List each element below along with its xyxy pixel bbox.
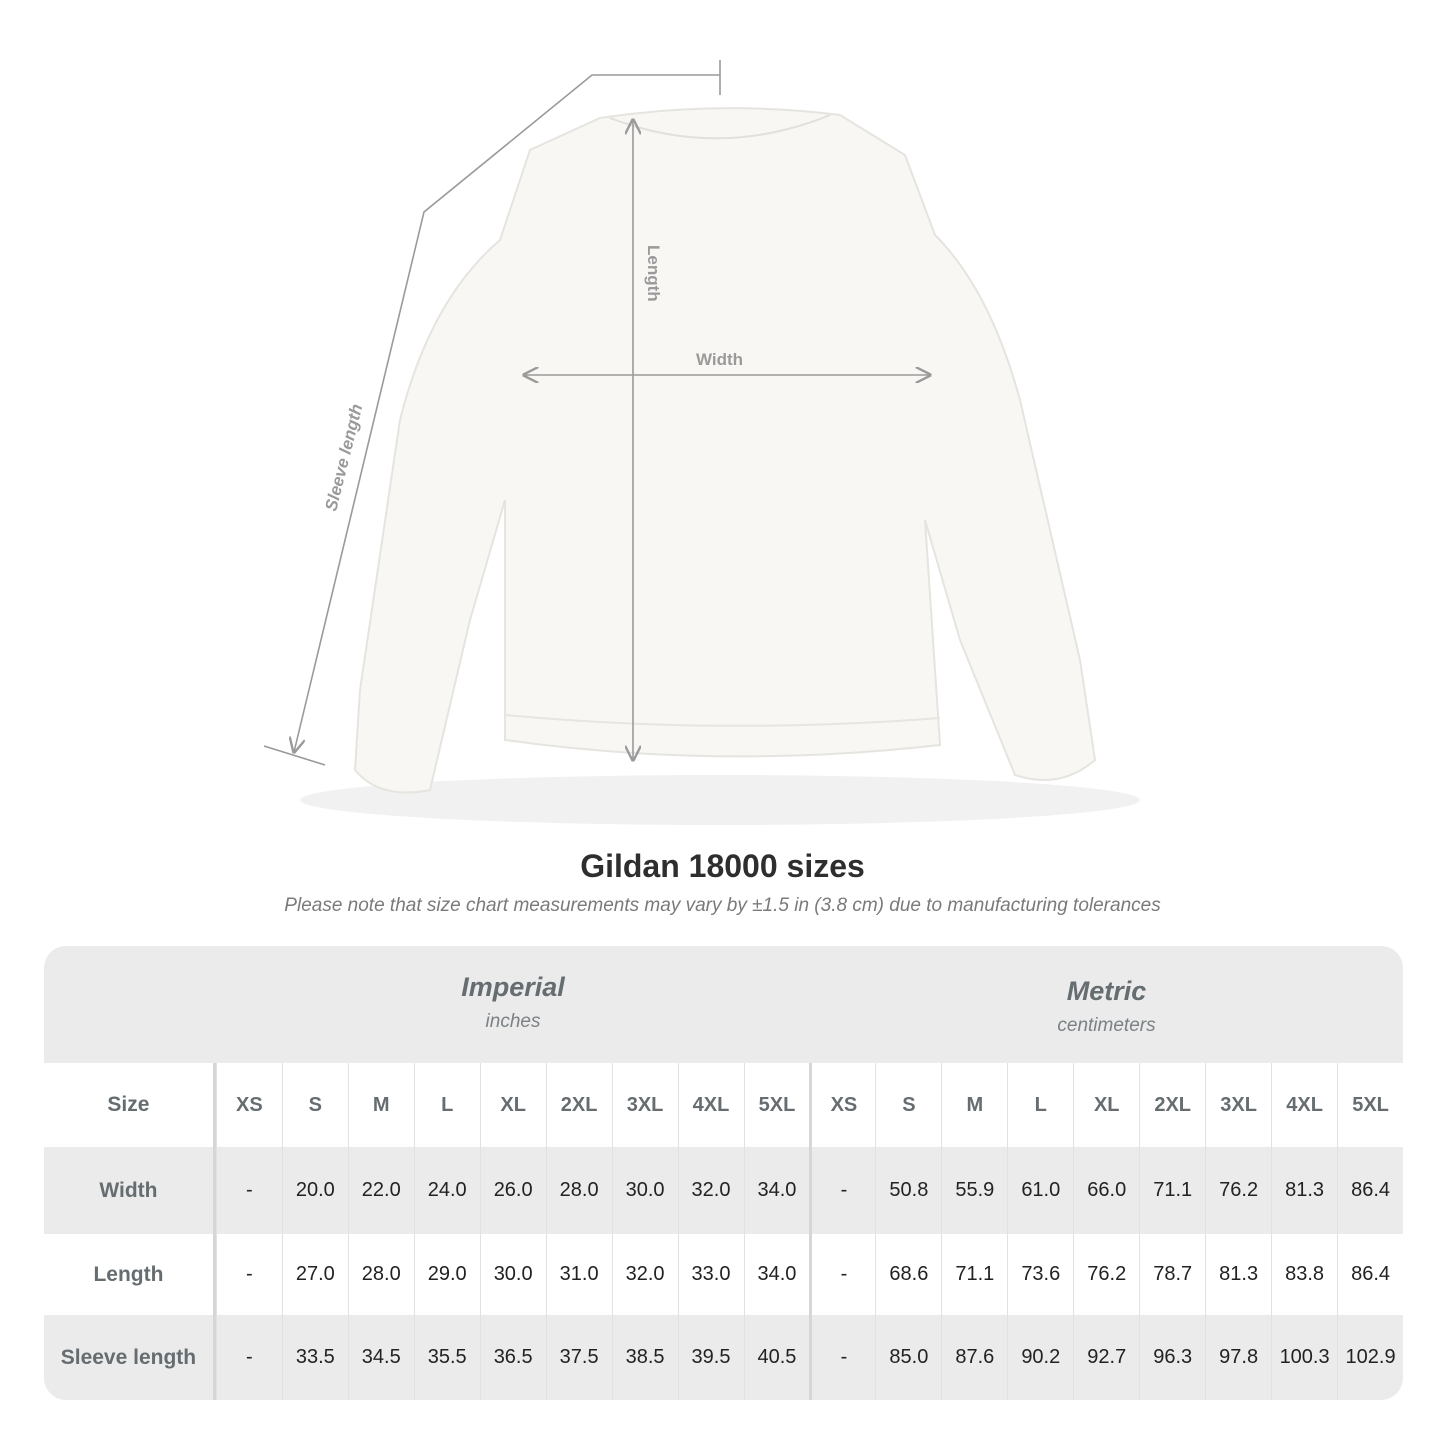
imperial-value: 28.0: [545, 1147, 612, 1234]
metric-value: 73.6: [1007, 1234, 1073, 1315]
metric-value: -: [809, 1234, 875, 1315]
imperial-value: 27.0: [281, 1234, 348, 1315]
metric-value: 97.8: [1205, 1315, 1271, 1400]
table-header-band: [44, 946, 1403, 1063]
metric-value: 100.3: [1271, 1315, 1337, 1400]
size-header-imperial: 5XL: [743, 1063, 810, 1147]
imperial-header: Imperial inches: [216, 946, 810, 1063]
imperial-title: Imperial: [461, 972, 565, 1002]
imperial-value: 36.5: [479, 1315, 546, 1400]
imperial-value: 39.5: [677, 1315, 744, 1400]
metric-value: 55.9: [941, 1147, 1007, 1234]
imperial-value: 34.5: [347, 1315, 414, 1400]
imperial-value: -: [215, 1147, 282, 1234]
imperial-value: 40.5: [743, 1315, 810, 1400]
metric-value: 76.2: [1073, 1234, 1139, 1315]
metric-value: 66.0: [1073, 1147, 1139, 1234]
imperial-value: 34.0: [743, 1234, 810, 1315]
metric-value: 83.8: [1271, 1234, 1337, 1315]
metric-value: 50.8: [875, 1147, 941, 1234]
metric-unit: centimeters: [1057, 1015, 1156, 1036]
metric-value: 86.4: [1337, 1147, 1403, 1234]
imperial-value: 32.0: [677, 1147, 744, 1234]
table-row: Length -27.0 28.0 29.0 30.0 31.0 32.0 33.0 34.0-…: [44, 1234, 1403, 1315]
metric-value: 76.2: [1205, 1147, 1271, 1234]
metric-value: 102.9: [1337, 1315, 1403, 1400]
length-label: Length: [644, 245, 663, 302]
size-header-imperial: XL: [479, 1063, 546, 1147]
imperial-value: 33.0: [677, 1234, 744, 1315]
imperial-value: 38.5: [611, 1315, 678, 1400]
metric-header: Metric centimeters: [810, 946, 1403, 1063]
row-label: Sleeve length: [44, 1315, 216, 1400]
size-header-metric: L: [1007, 1063, 1073, 1147]
metric-title: Metric: [1066, 976, 1147, 1006]
metric-value: 81.3: [1205, 1234, 1271, 1315]
size-header-imperial: L: [413, 1063, 480, 1147]
metric-value: 92.7: [1073, 1315, 1139, 1400]
row-label: Width: [44, 1147, 216, 1234]
metric-value: 87.6: [941, 1315, 1007, 1400]
imperial-value: 37.5: [545, 1315, 612, 1400]
imperial-value: -: [215, 1315, 282, 1400]
size-header-imperial: M: [347, 1063, 414, 1147]
size-header-row: Size XS S M L XL 2XL 3XL 4XL 5XL XS S M L XL 2XL 3XL 4XL 5…: [44, 1063, 1403, 1147]
metric-value: 61.0: [1007, 1147, 1073, 1234]
imperial-value: 28.0: [347, 1234, 414, 1315]
row-label: Length: [44, 1234, 216, 1315]
size-header-metric: 3XL: [1205, 1063, 1271, 1147]
metric-value: 81.3: [1271, 1147, 1337, 1234]
imperial-value: 32.0: [611, 1234, 678, 1315]
size-header-imperial: 3XL: [611, 1063, 678, 1147]
size-header-metric: XS: [809, 1063, 875, 1147]
metric-value: 86.4: [1337, 1234, 1403, 1315]
metric-value: 96.3: [1139, 1315, 1205, 1400]
size-header-metric: XL: [1073, 1063, 1139, 1147]
imperial-value: 30.0: [611, 1147, 678, 1234]
metric-value: 78.7: [1139, 1234, 1205, 1315]
page-title: Gildan 18000 sizes: [580, 848, 865, 884]
size-header-imperial: XS: [215, 1063, 282, 1147]
imperial-value: 22.0: [347, 1147, 414, 1234]
imperial-value: 20.0: [281, 1147, 348, 1234]
imperial-value: 33.5: [281, 1315, 348, 1400]
metric-value: 71.1: [941, 1234, 1007, 1315]
width-label: Width: [696, 350, 743, 369]
size-header-metric: M: [941, 1063, 1007, 1147]
sweatshirt-diagram: Length Width Sleeve length: [263, 60, 1140, 825]
metric-value: 71.1: [1139, 1147, 1205, 1234]
sleeve-length-label: Sleeve length: [321, 402, 366, 513]
size-header-imperial: 2XL: [545, 1063, 612, 1147]
size-header-imperial: S: [281, 1063, 348, 1147]
tolerance-note: Please note that size chart measurements…: [284, 895, 1161, 916]
metric-value: 85.0: [875, 1315, 941, 1400]
size-header-metric: 2XL: [1139, 1063, 1205, 1147]
imperial-value: 35.5: [413, 1315, 480, 1400]
size-table: Imperial inches Metric centimeters Size X…: [44, 946, 1403, 1400]
size-header-imperial: 4XL: [677, 1063, 744, 1147]
table-row: Width -20.0 22.0 24.0 26.0 28.0 30.0 32.0 34.0-5…: [44, 1147, 1403, 1234]
imperial-value: 34.0: [743, 1147, 810, 1234]
metric-value: 68.6: [875, 1234, 941, 1315]
size-header-metric: 5XL: [1337, 1063, 1403, 1147]
imperial-value: 30.0: [479, 1234, 546, 1315]
imperial-value: -: [215, 1234, 282, 1315]
size-label: Size: [44, 1063, 216, 1147]
imperial-value: 31.0: [545, 1234, 612, 1315]
table-row: Sleeve length -33.5 34.5 35.5 36.5 37.5 38.5 39…: [44, 1315, 1403, 1400]
metric-value: -: [809, 1315, 875, 1400]
imperial-unit: inches: [485, 1011, 541, 1032]
metric-value: 90.2: [1007, 1315, 1073, 1400]
size-header-metric: 4XL: [1271, 1063, 1337, 1147]
imperial-value: 26.0: [479, 1147, 546, 1234]
imperial-value: 24.0: [413, 1147, 480, 1234]
metric-value: -: [809, 1147, 875, 1234]
sweatshirt-image: [353, 107, 1097, 794]
size-header-metric: S: [875, 1063, 941, 1147]
imperial-value: 29.0: [413, 1234, 480, 1315]
